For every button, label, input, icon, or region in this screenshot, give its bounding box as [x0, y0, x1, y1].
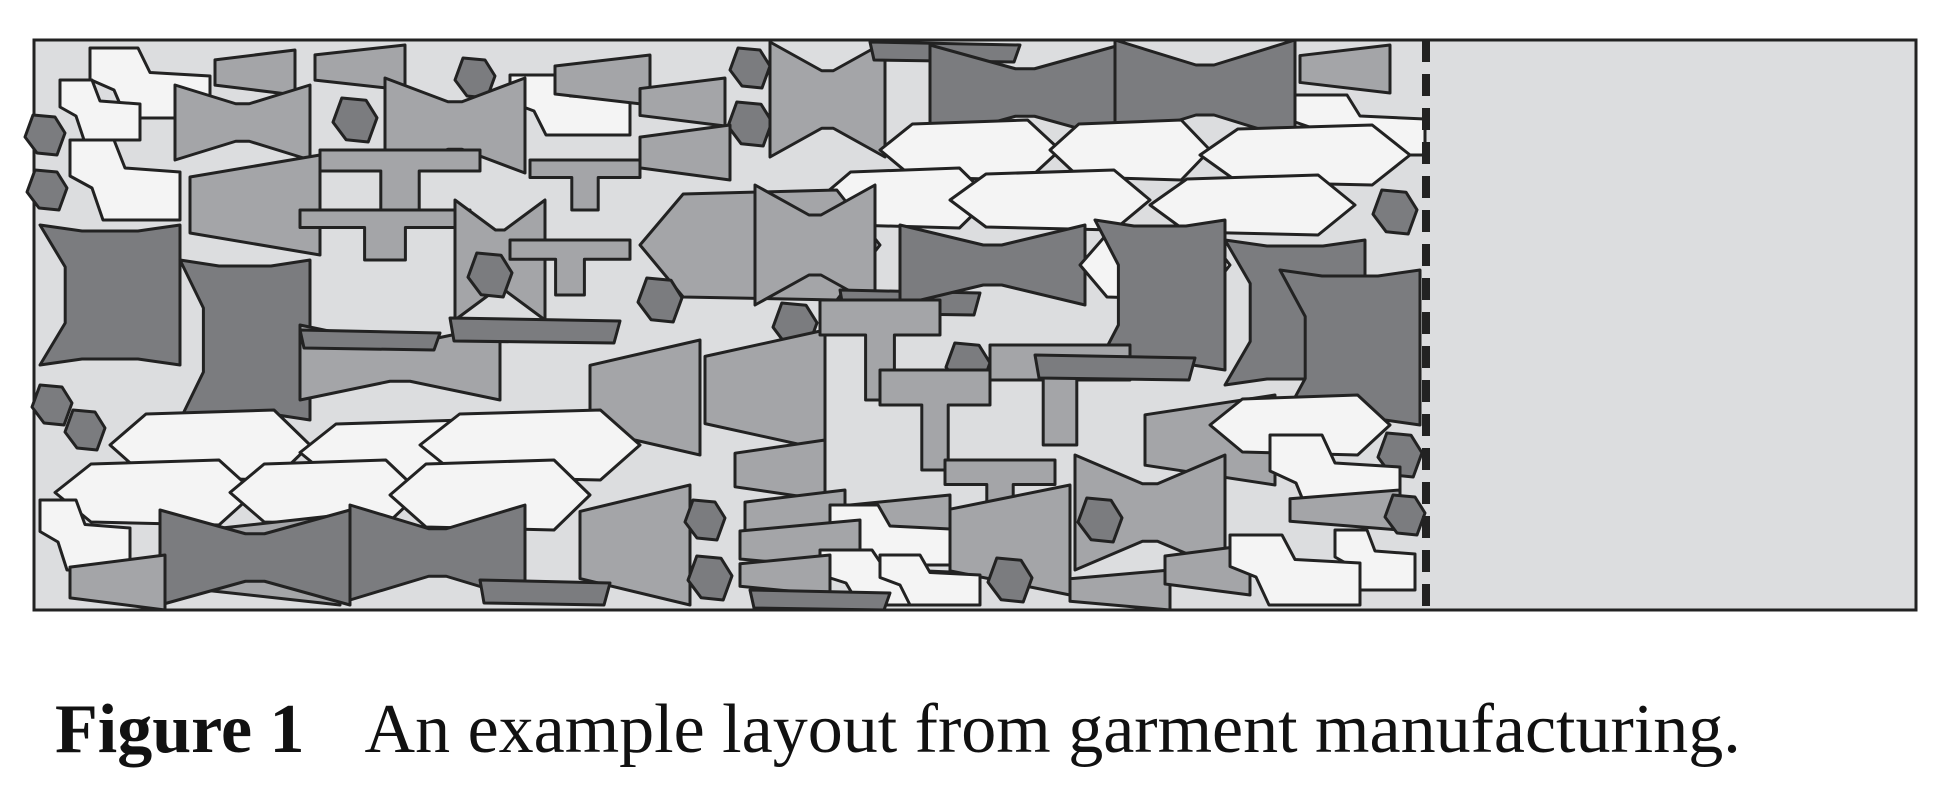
small-piece — [331, 96, 379, 144]
panel-piece — [578, 483, 692, 607]
figure-caption: Figure 1 An example layout from garment m… — [55, 690, 1935, 770]
small-piece — [23, 113, 67, 157]
body-piece — [53, 458, 257, 527]
strip-piece — [478, 578, 612, 607]
small-piece — [636, 276, 684, 324]
garment-pieces — [23, 38, 1427, 612]
strip-piece — [1033, 353, 1197, 382]
small-piece — [63, 408, 107, 452]
strip-piece — [298, 328, 442, 352]
body-piece — [1208, 393, 1392, 457]
small-piece — [1076, 496, 1124, 544]
small-piece — [683, 498, 727, 542]
body-piece — [948, 168, 1152, 232]
yoke-piece — [38, 223, 182, 367]
collar-piece — [528, 158, 642, 212]
small-piece — [686, 554, 734, 602]
sleeve-piece — [158, 508, 352, 607]
small-piece — [1371, 188, 1419, 236]
collar-piece — [508, 238, 632, 297]
figure-caption-text: An example layout from garment manufactu… — [364, 691, 1741, 768]
panel-piece — [1068, 568, 1172, 612]
panel-piece — [638, 123, 732, 182]
strip-piece — [448, 316, 622, 345]
panel-piece — [68, 553, 167, 612]
pocket-piece — [878, 553, 982, 607]
small-piece — [466, 251, 514, 299]
small-piece — [728, 46, 772, 90]
pocket-piece — [1228, 533, 1362, 607]
strip-piece — [748, 588, 892, 612]
small-piece — [30, 383, 74, 427]
small-piece — [986, 556, 1034, 604]
panel-piece — [1298, 43, 1392, 95]
panel-piece — [1288, 488, 1402, 532]
small-piece — [25, 168, 69, 212]
pocket-piece — [58, 78, 142, 142]
pocket-piece — [68, 138, 182, 222]
figure-label: Figure 1 — [55, 691, 305, 768]
sleeve-piece — [768, 40, 887, 159]
sleeve-piece — [898, 223, 1087, 307]
panel-piece — [188, 153, 322, 257]
small-piece — [1383, 493, 1427, 537]
